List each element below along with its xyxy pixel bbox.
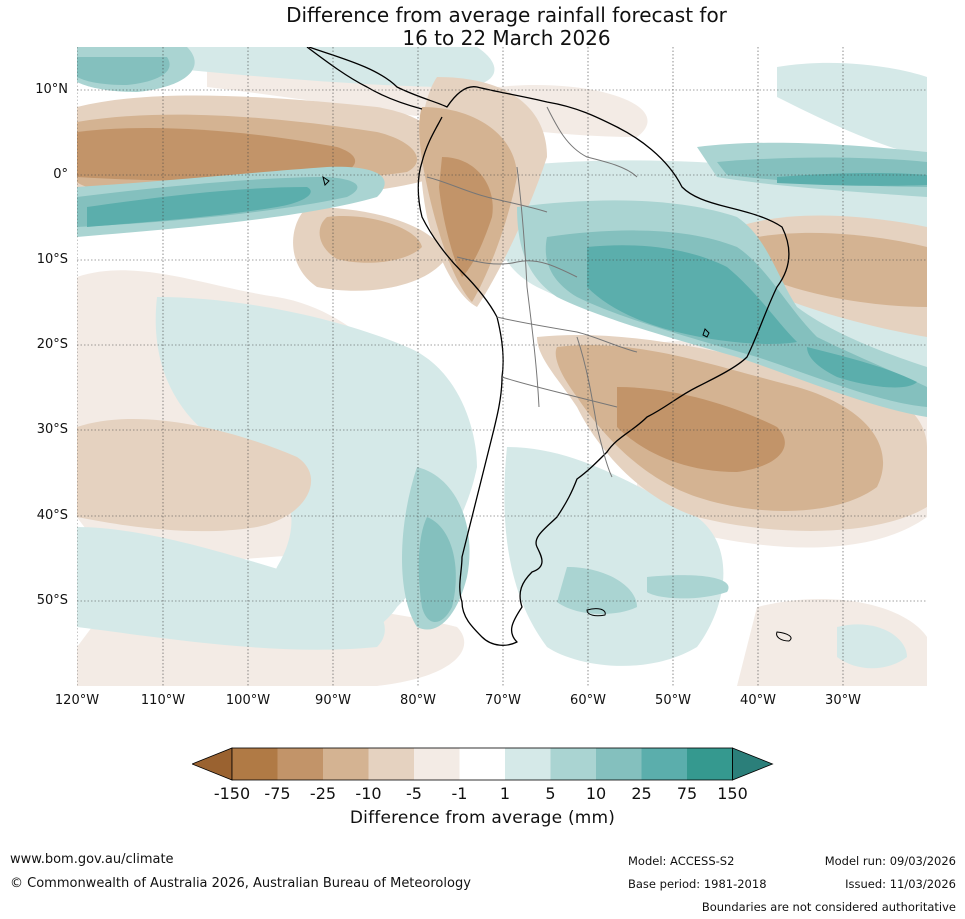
issued-text: Issued: 11/03/2026 [845, 877, 956, 891]
colorbar [190, 747, 774, 785]
lat-label-50s: 50°S [36, 593, 68, 608]
colorbar-swatch [505, 748, 551, 780]
colorbar-tick-label: -10 [355, 784, 382, 803]
lat-label-20s: 20°S [36, 337, 68, 352]
colorbar-swatch [550, 748, 596, 780]
colorbar-extend-low [190, 747, 233, 781]
model-run-text: Model run: 09/03/2026 [824, 854, 956, 868]
colorbar-label: Difference from average (mm) [349, 808, 616, 828]
colorbar-swatch [232, 748, 278, 780]
strong-teal-regions [87, 172, 927, 388]
lat-label-40s: 40°S [36, 508, 68, 523]
colorbar-tick-label: 150 [717, 784, 748, 803]
lon-label-80w: 80°W [400, 693, 436, 708]
rainfall-map [77, 47, 927, 686]
map-title: Difference from average rainfall forecas… [0, 4, 965, 50]
colorbar-swatch [277, 748, 323, 780]
title-line-1: Difference from average rainfall forecas… [286, 3, 727, 27]
colorbar-tick-label: -75 [264, 784, 291, 803]
disclaimer-text: Boundaries are not considered authoritat… [701, 900, 956, 914]
lat-label-0: 0° [53, 167, 68, 182]
lon-label-120w: 120°W [54, 693, 100, 708]
lon-label-100w: 100°W [225, 693, 271, 708]
model-text: Model: ACCESS-S2 [628, 854, 735, 868]
colorbar-swatch [414, 748, 460, 780]
colorbar-tick-label: 25 [631, 784, 652, 803]
lon-label-40w: 40°W [740, 693, 776, 708]
lon-label-70w: 70°W [485, 693, 521, 708]
colorbar-swatch [641, 748, 687, 780]
colorbar-tick-label: 5 [545, 784, 556, 803]
lon-label-60w: 60°W [570, 693, 606, 708]
graticule [77, 47, 927, 686]
lat-label-30s: 30°S [36, 422, 68, 437]
colorbar-swatch [459, 748, 505, 780]
colorbar-tick-label: -5 [406, 784, 422, 803]
colorbar-tick-label: -25 [309, 784, 337, 803]
country-borders [426, 106, 638, 478]
islands [322, 175, 792, 642]
colorbar-tick-label: -1 [451, 784, 468, 803]
website-text: www.bom.gov.au/climate [10, 852, 174, 867]
colorbar-tick-label: 1 [499, 784, 511, 803]
colorbar-tick-label: 10 [585, 784, 607, 803]
lon-label-30w: 30°W [825, 693, 861, 708]
colorbar-swatch [368, 748, 414, 780]
title-line-2: 16 to 22 March 2026 [402, 26, 611, 50]
colorbar-tick-label: -150 [213, 784, 251, 803]
lon-label-90w: 90°W [315, 693, 351, 708]
colorbar-tick-label: 75 [676, 784, 698, 803]
colorbar-swatch [596, 748, 642, 780]
colorbar-swatch [323, 748, 369, 780]
colorbar-extend-high [732, 747, 774, 781]
colorbar-swatch [687, 748, 733, 780]
lon-label-50w: 50°W [655, 693, 691, 708]
dark-tan-regions [77, 127, 785, 472]
lat-label-10n: 10°N [35, 82, 68, 97]
lon-label-110w: 110°W [140, 693, 186, 708]
lat-label-10s: 10°S [36, 252, 68, 267]
base-period-text: Base period: 1981-2018 [628, 877, 767, 891]
copyright-text: © Commonwealth of Australia 2026, Austra… [10, 876, 471, 891]
